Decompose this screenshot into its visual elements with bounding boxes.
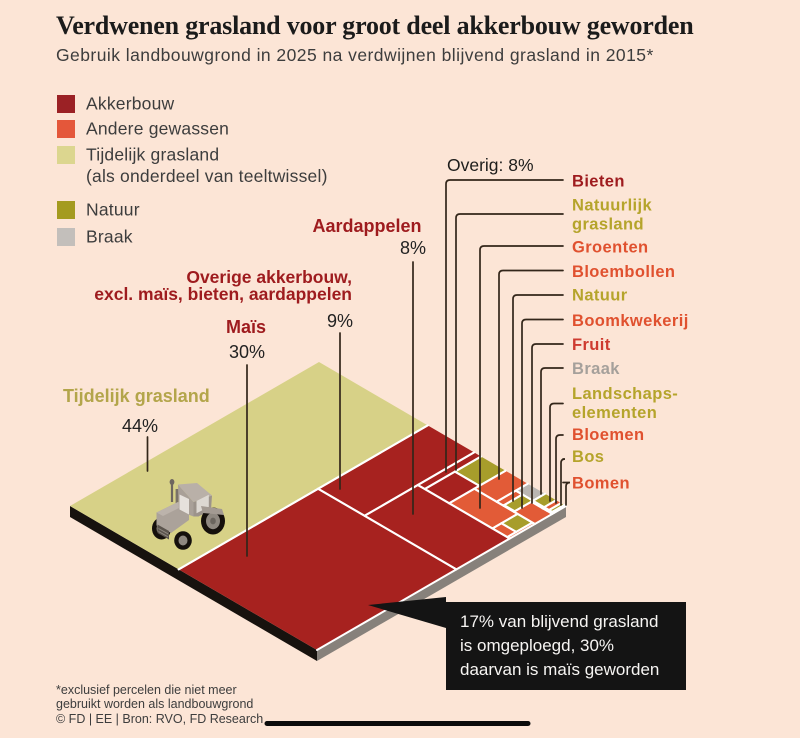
svg-text:© FD | EE | Bron: RVO, FD Rese: © FD | EE | Bron: RVO, FD Research bbox=[56, 712, 263, 726]
svg-text:Fruit: Fruit bbox=[572, 336, 611, 354]
svg-text:elementen: elementen bbox=[572, 404, 657, 422]
svg-text:daarvan is maïs geworden: daarvan is maïs geworden bbox=[460, 660, 659, 679]
svg-text:is omgeploegd, 30%: is omgeploegd, 30% bbox=[460, 636, 614, 655]
svg-text:grasland: grasland bbox=[572, 216, 644, 234]
svg-text:Natuur: Natuur bbox=[86, 200, 140, 220]
svg-text:Bomen: Bomen bbox=[572, 475, 630, 493]
svg-text:Bieten: Bieten bbox=[572, 173, 625, 191]
svg-text:gebruikt worden als landbouwgr: gebruikt worden als landbouwgrond bbox=[56, 697, 253, 711]
svg-text:Aardappelen: Aardappelen bbox=[312, 216, 421, 236]
svg-text:Gebruik landbouwgrond in 2025: Gebruik landbouwgrond in 2025 na verdwij… bbox=[56, 45, 654, 65]
svg-text:Bloembollen: Bloembollen bbox=[572, 263, 675, 281]
svg-text:Verdwenen grasland voor groot: Verdwenen grasland voor groot deel akker… bbox=[56, 11, 694, 40]
svg-text:Groenten: Groenten bbox=[572, 239, 649, 257]
svg-text:Akkerbouw: Akkerbouw bbox=[86, 94, 175, 114]
svg-text:Bloemen: Bloemen bbox=[572, 426, 644, 444]
svg-text:Tijdelijk grasland: Tijdelijk grasland bbox=[86, 145, 219, 165]
svg-text:*exclusief percelen die niet m: *exclusief percelen die niet meer bbox=[56, 683, 237, 697]
svg-text:8%: 8% bbox=[400, 238, 426, 258]
svg-text:Natuur: Natuur bbox=[572, 287, 628, 305]
svg-text:excl. maïs, bieten, aardappele: excl. maïs, bieten, aardappelen bbox=[94, 284, 352, 304]
svg-text:Overig: 8%: Overig: 8% bbox=[447, 155, 534, 175]
svg-text:44%: 44% bbox=[122, 416, 158, 436]
svg-text:Overige akkerbouw,: Overige akkerbouw, bbox=[186, 267, 352, 287]
svg-text:(als onderdeel van teeltwissel: (als onderdeel van teeltwissel) bbox=[86, 166, 328, 186]
svg-text:Bos: Bos bbox=[572, 448, 604, 466]
svg-text:Tijdelijk grasland: Tijdelijk grasland bbox=[63, 386, 210, 406]
svg-text:9%: 9% bbox=[327, 311, 353, 331]
svg-text:17% van blijvend grasland: 17% van blijvend grasland bbox=[460, 612, 658, 631]
svg-text:Landschaps-: Landschaps- bbox=[572, 385, 678, 403]
svg-text:Natuurlijk: Natuurlijk bbox=[572, 197, 653, 215]
svg-text:30%: 30% bbox=[229, 342, 265, 362]
svg-text:Boomkwekerij: Boomkwekerij bbox=[572, 312, 689, 330]
svg-text:Braak: Braak bbox=[86, 227, 133, 247]
svg-text:Maïs: Maïs bbox=[226, 317, 266, 337]
svg-text:Braak: Braak bbox=[572, 360, 620, 378]
svg-text:Andere gewassen: Andere gewassen bbox=[86, 119, 229, 139]
